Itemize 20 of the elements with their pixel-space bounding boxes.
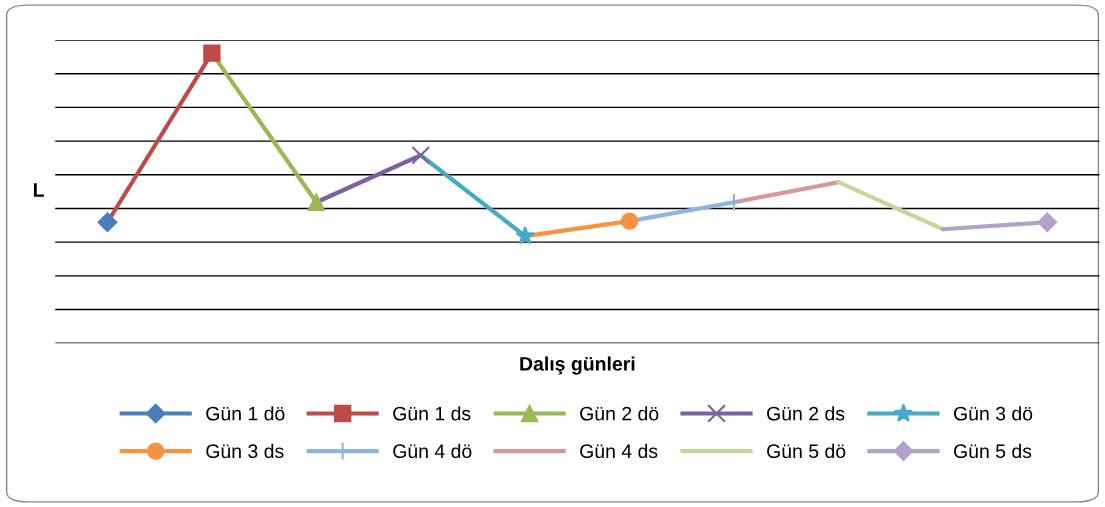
legend-label: Gün 2 ds	[767, 406, 845, 421]
y-axis-title: L	[33, 183, 44, 197]
legend-label: Gün 5 ds	[954, 443, 1032, 459]
point	[203, 44, 221, 62]
legend-label: Gün 3 ds	[206, 443, 284, 459]
legend-label: Gün 4 ds	[580, 443, 658, 459]
legend-label: Gün 2 dö	[580, 406, 659, 421]
legend-label: Gün 4 dö	[393, 443, 472, 459]
point	[620, 212, 639, 230]
legend-label: Gün 5 dö	[767, 443, 846, 459]
point	[724, 192, 744, 212]
point	[515, 226, 535, 245]
point	[411, 145, 431, 165]
point	[97, 212, 118, 233]
x-axis-title: Dalış günleri	[520, 356, 635, 375]
point	[1037, 212, 1058, 233]
point	[307, 193, 325, 211]
legend-label: Gün 1 dö	[206, 406, 285, 421]
legend-label: Gün 3 dö	[954, 406, 1033, 421]
legend-label: Gün 1 ds	[393, 406, 471, 421]
